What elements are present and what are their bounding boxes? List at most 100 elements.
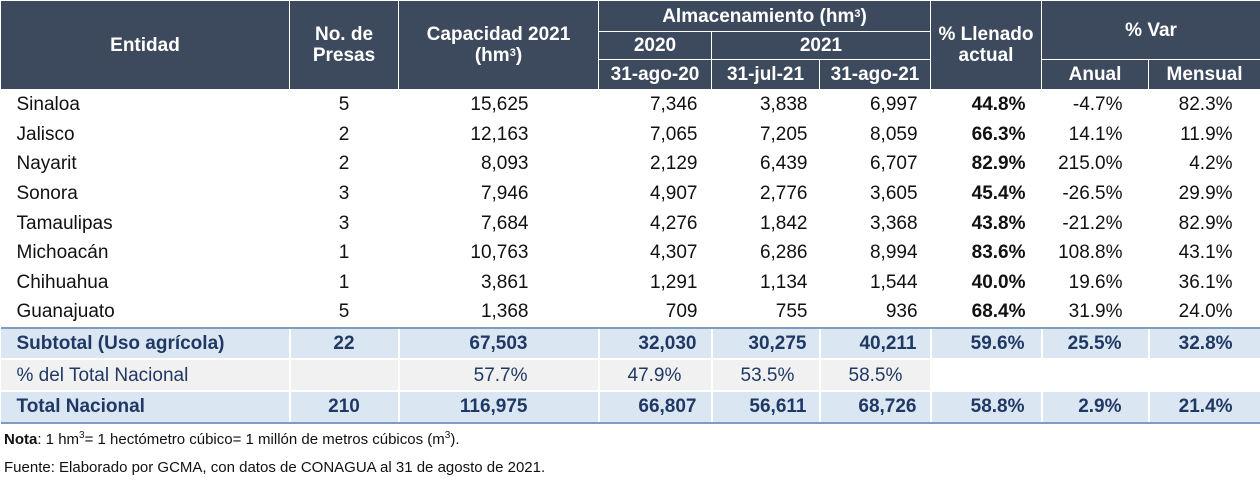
cell-ago21: 8,994 xyxy=(869,242,918,264)
cell-presas-empty xyxy=(288,359,399,391)
cell-entidad: Guanajuato xyxy=(16,301,115,323)
cell-ago21: 6,997 xyxy=(869,94,918,116)
header-year-2020: 2020 xyxy=(598,31,712,60)
cell-mensual: 82.3% xyxy=(1178,94,1233,116)
cell-presas: 22 xyxy=(288,326,399,361)
header-capacidad: Capacidad 2021 (hm3) xyxy=(398,0,599,90)
table-row: Sonora 3 7,946 4,907 2,776 3,605 45.4% -… xyxy=(1,179,1260,209)
cell-llenado: 43.8% xyxy=(971,212,1026,234)
cell-2020: 4,307 xyxy=(649,242,698,264)
header-llenado-line2: actual xyxy=(958,45,1014,66)
cell-entidad: % del Total Nacional xyxy=(0,359,290,391)
table-header: Entidad No. de Presas Capacidad 2021 (hm… xyxy=(0,0,1260,90)
header-capacidad-close: ) xyxy=(515,45,523,66)
table-row: Michoacán 1 10,763 4,307 6,286 8,994 83.… xyxy=(1,238,1260,268)
cell-presas: 2 xyxy=(338,123,350,145)
cell-entidad: Total Nacional xyxy=(0,389,290,424)
cell-capacidad: 1,368 xyxy=(480,301,529,323)
footnote-label: Nota xyxy=(4,431,38,448)
pct-total-row: % del Total Nacional 57.7% 47.9% 53.5% 5… xyxy=(0,359,1260,391)
header-presas-line1: No. de xyxy=(314,24,374,45)
cell-ago21: 8,059 xyxy=(869,123,918,145)
cell-presas: 1 xyxy=(338,271,350,293)
cell-2020: 47.9% xyxy=(597,359,712,391)
cell-entidad: Subtotal (Uso agrícola) xyxy=(0,326,290,361)
source-note: Fuente: Elaborado por GCMA, con datos de… xyxy=(4,459,546,476)
cell-mensual: 11.9% xyxy=(1180,123,1233,145)
cell-llenado: 59.6% xyxy=(929,326,1042,361)
cell-capacidad: 67,503 xyxy=(397,326,599,361)
cell-jul21: 30,275 xyxy=(710,326,820,361)
cell-jul21: 6,439 xyxy=(759,153,808,175)
cell-llenado: 45.4% xyxy=(971,183,1026,205)
cell-2020: 4,907 xyxy=(649,183,698,205)
header-llenado-line1: % Llenado xyxy=(938,24,1034,45)
footnote: Nota: 1 hm3= 1 hectómetro cúbico= 1 mill… xyxy=(4,430,460,448)
cell-ago21: 6,707 xyxy=(869,153,918,175)
header-capacidad-sup: 3 xyxy=(509,47,516,59)
cell-2020: 32,030 xyxy=(597,326,712,361)
cell-capacidad: 57.7% xyxy=(397,359,599,391)
footnote-text-b: = 1 hectómetro cúbico= 1 millón de metro… xyxy=(84,431,445,448)
cell-llenado: 66.3% xyxy=(971,123,1026,145)
subtotal-row: Subtotal (Uso agrícola) 22 67,503 32,030… xyxy=(0,326,1260,361)
cell-llenado: 83.6% xyxy=(971,242,1026,264)
table-row: Tamaulipas 3 7,684 4,276 1,842 3,368 43.… xyxy=(1,208,1260,238)
table-row: Sinaloa 5 15,625 7,346 3,838 6,997 44.8%… xyxy=(1,90,1260,120)
cell-jul21: 2,776 xyxy=(759,183,808,205)
cell-anual: 2.9% xyxy=(1040,389,1149,424)
cell-2020: 709 xyxy=(665,301,698,323)
cell-presas: 210 xyxy=(288,389,399,424)
cell-2020: 4,276 xyxy=(649,212,698,234)
cell-entidad: Chihuahua xyxy=(16,271,109,293)
cell-2020: 66,807 xyxy=(597,389,712,424)
table-row: Jalisco 2 12,163 7,065 7,205 8,059 66.3%… xyxy=(1,120,1260,150)
cell-anual: 108.8% xyxy=(1058,242,1123,264)
header-almacenamiento: Almacenamiento (hm3) xyxy=(597,0,932,32)
cell-ago21: 3,368 xyxy=(869,212,918,234)
header-mensual: Mensual xyxy=(1148,59,1260,90)
cell-mensual: 43.1% xyxy=(1178,242,1233,264)
cell-2020: 2,129 xyxy=(649,153,698,175)
cell-presas: 5 xyxy=(338,94,350,116)
cell-ago21: 936 xyxy=(885,301,918,323)
header-date-2020: 31-ago-20 xyxy=(598,59,712,90)
cell-capacidad: 3,861 xyxy=(480,271,529,293)
cell-capacidad: 8,093 xyxy=(480,153,529,175)
cell-entidad: Michoacán xyxy=(16,242,109,264)
header-date-ago21: 31-ago-21 xyxy=(818,59,932,90)
cell-anual: -26.5% xyxy=(1062,183,1123,205)
cell-capacidad: 7,684 xyxy=(480,212,529,234)
cell-ago21: 40,211 xyxy=(818,326,931,361)
table-row: Guanajuato 5 1,368 709 755 936 68.4% 31.… xyxy=(1,297,1260,328)
header-almac-label: Almacenamiento (hm xyxy=(662,5,855,27)
cell-jul21: 1,842 xyxy=(759,212,808,234)
cell-capacidad: 116,975 xyxy=(397,389,599,424)
table-body: Sinaloa 5 15,625 7,346 3,838 6,997 44.8%… xyxy=(0,90,1260,424)
cell-entidad: Sonora xyxy=(16,183,78,205)
cell-presas: 5 xyxy=(338,301,350,323)
cell-entidad: Sinaloa xyxy=(16,94,80,116)
cell-anual: 31.9% xyxy=(1068,301,1123,323)
cell-presas: 1 xyxy=(338,242,350,264)
cell-llenado: 68.4% xyxy=(971,301,1026,323)
footnote-sup2: 3 xyxy=(444,430,451,441)
header-presas-line2: Presas xyxy=(312,45,376,66)
cell-mensual: 36.1% xyxy=(1178,271,1233,293)
cell-empty xyxy=(929,359,1260,391)
header-presas: No. de Presas xyxy=(289,0,399,90)
cell-ago21: 68,726 xyxy=(818,389,931,424)
cell-jul21: 1,134 xyxy=(759,271,808,293)
cell-presas: 3 xyxy=(338,183,350,205)
header-capacidad-unit: (hm xyxy=(474,45,510,66)
cell-capacidad: 10,763 xyxy=(470,242,529,264)
table-row: Nayarit 2 8,093 2,129 6,439 6,707 82.9% … xyxy=(1,149,1260,179)
header-almac-close: ) xyxy=(860,5,867,27)
cell-mensual: 29.9% xyxy=(1178,183,1233,205)
header-year-2021: 2021 xyxy=(710,31,932,60)
cell-entidad: Nayarit xyxy=(16,153,77,175)
cell-presas: 2 xyxy=(338,153,350,175)
cell-anual: 25.5% xyxy=(1040,326,1149,361)
cell-anual: 215.0% xyxy=(1058,153,1123,175)
cell-anual: -21.2% xyxy=(1062,212,1123,234)
